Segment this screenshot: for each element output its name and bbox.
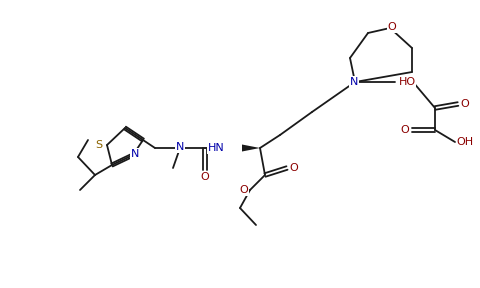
Text: HN: HN: [208, 143, 225, 153]
Text: HO: HO: [397, 77, 415, 87]
Text: N: N: [349, 77, 358, 87]
Text: S: S: [95, 140, 102, 150]
Text: OH: OH: [456, 137, 473, 147]
Text: O: O: [200, 172, 209, 182]
Text: N: N: [131, 149, 139, 159]
Polygon shape: [241, 145, 260, 151]
Text: O: O: [239, 185, 248, 195]
Text: O: O: [289, 163, 298, 173]
Text: N: N: [176, 142, 184, 152]
Text: O: O: [460, 99, 468, 109]
Text: O: O: [400, 125, 408, 135]
Text: O: O: [387, 22, 396, 32]
